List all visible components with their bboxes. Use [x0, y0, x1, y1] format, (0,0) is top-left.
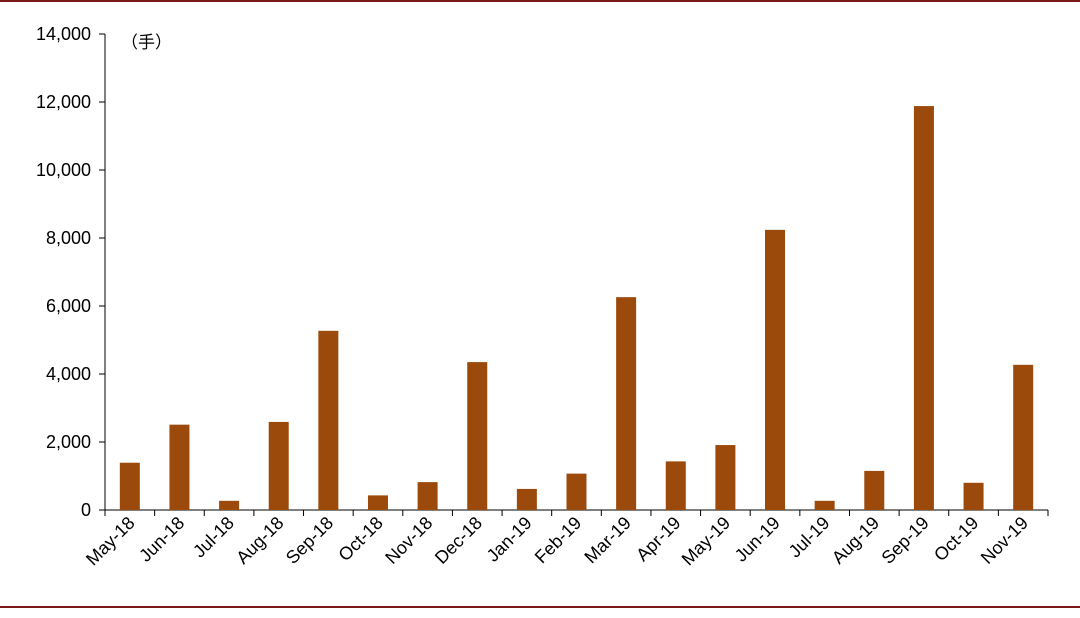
bar [665, 461, 686, 510]
x-tick-label: Aug-18 [232, 513, 287, 568]
x-tick-label: Sep-18 [282, 513, 337, 568]
bar [765, 229, 786, 510]
bar [913, 106, 934, 510]
y-tick-label: 0 [81, 500, 91, 520]
bar [616, 297, 637, 510]
bar [715, 445, 736, 510]
x-tick-label: Apr-19 [632, 513, 684, 565]
x-tick-label: Mar-19 [581, 513, 635, 567]
x-tick-label: Nov-19 [977, 513, 1032, 568]
bar [467, 362, 488, 510]
x-tick-label: Feb-19 [531, 513, 585, 567]
y-axis: 0 2,000 4,000 6,000 8,000 10,000 12,000 14,000 [36, 24, 106, 520]
x-tick-label: Jun-18 [135, 513, 188, 566]
bar [119, 462, 140, 510]
y-tick-label: 4,000 [46, 364, 91, 384]
x-tick-label: Jun-19 [731, 513, 784, 566]
bar [864, 470, 885, 510]
y-tick-label: 8,000 [46, 228, 91, 248]
bar [1013, 364, 1034, 510]
bar [516, 488, 537, 510]
x-tick-label: Oct-18 [334, 513, 386, 565]
bottom-border-rule [0, 606, 1080, 608]
x-tick-label: Sep-19 [878, 513, 933, 568]
y-tick-label: 12,000 [36, 92, 91, 112]
x-tick-label: Dec-18 [431, 513, 486, 568]
y-tick-label: 14,000 [36, 24, 91, 44]
bar [367, 495, 388, 510]
x-tick-label: Jul-18 [189, 513, 238, 562]
bar-series [119, 106, 1034, 510]
x-tick-label: Jan-19 [483, 513, 536, 566]
x-tick-label: Jul-19 [785, 513, 834, 562]
bar [963, 482, 984, 510]
bar [169, 424, 190, 510]
bar [417, 482, 438, 510]
y-tick-label: 2,000 [46, 432, 91, 452]
y-tick-label: 10,000 [36, 160, 91, 180]
x-tick-label: Nov-18 [381, 513, 436, 568]
bar [318, 330, 339, 510]
bar [219, 500, 240, 510]
bar [566, 473, 587, 510]
x-tick-label: May-18 [82, 513, 139, 570]
x-tick-label: Oct-19 [930, 513, 982, 565]
x-tick-label: May-19 [678, 513, 735, 570]
bar [814, 500, 835, 510]
y-tick-label: 6,000 [46, 296, 91, 316]
y-unit-label: （手） [121, 33, 172, 53]
top-border-rule [0, 0, 1080, 2]
x-tick-label: Aug-19 [828, 513, 883, 568]
bar [268, 421, 289, 510]
